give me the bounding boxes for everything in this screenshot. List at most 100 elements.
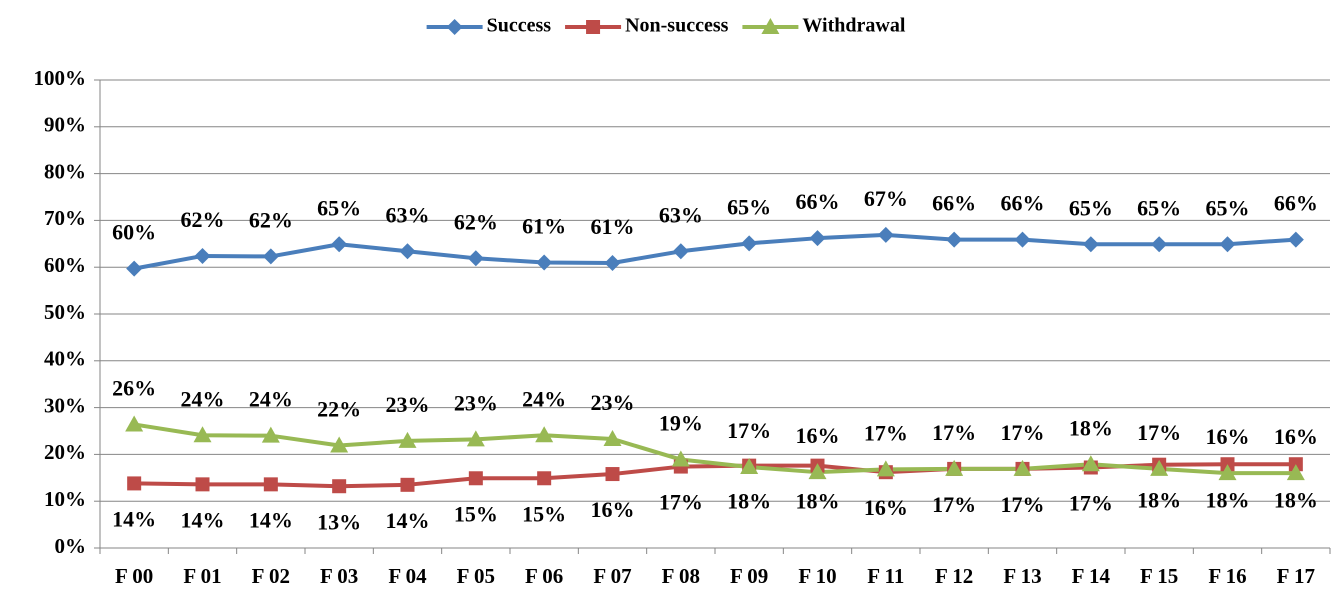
data-label: 16% (591, 497, 635, 522)
marker (332, 479, 347, 494)
data-label: 16% (1274, 424, 1318, 449)
x-tick-label: F 05 (457, 564, 495, 588)
marker (195, 477, 210, 492)
marker (127, 476, 142, 491)
data-label: 18% (1137, 488, 1181, 513)
data-label: 13% (317, 509, 361, 534)
marker (808, 463, 827, 480)
legend-marker (761, 18, 780, 34)
x-tick-label: F 14 (1072, 564, 1111, 588)
y-tick-label: 30% (44, 393, 86, 417)
legend-label: Withdrawal (802, 15, 905, 37)
marker (1081, 455, 1100, 472)
x-tick-label: F 06 (525, 564, 563, 588)
data-label: 16% (1206, 424, 1250, 449)
data-label: 62% (249, 207, 293, 232)
marker (1287, 231, 1304, 248)
data-label: 17% (727, 418, 771, 443)
data-label: 14% (181, 507, 225, 532)
data-label: 63% (659, 202, 703, 227)
x-tick-label: F 17 (1277, 564, 1315, 588)
data-label: 17% (1069, 491, 1113, 516)
x-tick-label: F 01 (183, 564, 221, 588)
data-label: 17% (864, 420, 908, 445)
y-tick-label: 50% (44, 300, 86, 324)
marker (398, 431, 417, 448)
legend-label: Non-success (625, 15, 729, 37)
marker (535, 426, 554, 443)
marker (399, 243, 416, 260)
data-label: 18% (727, 489, 771, 514)
marker (1151, 236, 1168, 253)
marker (809, 230, 826, 247)
marker (194, 247, 211, 264)
marker (1219, 236, 1236, 253)
y-tick-label: 40% (44, 347, 86, 371)
series-line (134, 462, 1296, 489)
marker (946, 231, 963, 248)
marker (263, 477, 278, 492)
legend-marker (586, 20, 601, 34)
marker (536, 254, 553, 271)
data-label: 61% (522, 214, 566, 239)
marker (672, 243, 689, 260)
data-label: 17% (1001, 420, 1045, 445)
marker (605, 467, 620, 482)
x-tick-label: F 10 (798, 564, 836, 588)
y-tick-label: 100% (34, 66, 87, 90)
data-label: 61% (591, 214, 635, 239)
data-label: 65% (1069, 195, 1113, 220)
marker (330, 436, 349, 453)
marker (1286, 464, 1305, 481)
x-tick-label: F 07 (593, 564, 631, 588)
data-label: 24% (522, 386, 566, 411)
marker (740, 458, 759, 475)
data-label: 17% (659, 490, 703, 515)
data-label: 17% (1137, 420, 1181, 445)
marker (603, 429, 622, 446)
data-label: 65% (1137, 195, 1181, 220)
marker (400, 477, 415, 492)
data-label: 23% (454, 390, 498, 415)
data-label: 22% (317, 397, 361, 422)
marker (1082, 236, 1099, 253)
data-label: 15% (454, 501, 498, 526)
marker (125, 415, 144, 432)
data-label: 63% (386, 202, 430, 227)
data-label: 66% (1274, 191, 1318, 216)
data-label: 17% (1001, 492, 1045, 517)
x-tick-label: F 12 (935, 564, 973, 588)
data-label: 67% (864, 186, 908, 211)
x-tick-label: F 09 (730, 564, 768, 588)
data-label: 62% (181, 207, 225, 232)
marker (261, 426, 280, 443)
marker (126, 260, 143, 277)
marker (1014, 231, 1031, 248)
marker (604, 254, 621, 271)
x-tick-label: F 13 (1003, 564, 1041, 588)
marker (876, 460, 895, 477)
data-label: 19% (659, 411, 703, 436)
marker (466, 430, 485, 447)
x-tick-label: F 15 (1140, 564, 1178, 588)
marker (468, 471, 483, 486)
data-label: 18% (1206, 487, 1250, 512)
legend-marker (446, 19, 463, 35)
y-tick-label: 20% (44, 440, 86, 464)
data-label: 14% (386, 508, 430, 533)
data-label: 60% (112, 220, 156, 245)
data-label: 65% (1206, 195, 1250, 220)
y-tick-label: 80% (44, 159, 86, 183)
marker (331, 236, 348, 253)
data-label: 23% (386, 392, 430, 417)
data-label: 66% (796, 189, 840, 214)
marker (671, 450, 690, 467)
data-label: 66% (1001, 191, 1045, 216)
series-line (133, 232, 1296, 271)
x-tick-label: F 00 (115, 564, 153, 588)
data-label: 26% (112, 375, 156, 400)
x-tick-label: F 03 (320, 564, 358, 588)
x-tick-label: F 11 (867, 564, 904, 588)
legend-label: Success (487, 15, 552, 37)
